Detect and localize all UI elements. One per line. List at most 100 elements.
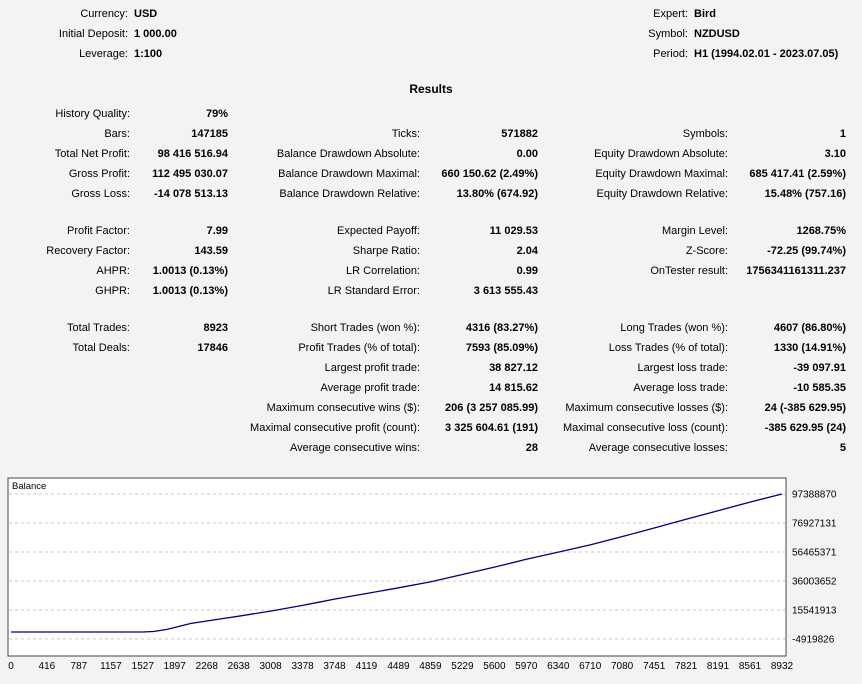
stat-label: Maximal consecutive loss (count): bbox=[562, 422, 728, 434]
stat-value bbox=[130, 398, 228, 418]
stat-row: Largest profit trade: 38 827.12 Largest lo… bbox=[0, 358, 862, 378]
stat-row: Gross Profit: 112 495 030.07 Balance Drawd… bbox=[0, 164, 862, 184]
stat-label: Total Net Profit: bbox=[54, 148, 130, 160]
x-axis-label: 8191 bbox=[707, 661, 730, 672]
stat-label bbox=[0, 378, 130, 398]
stat-label: LR Correlation: bbox=[346, 265, 420, 277]
stat-value: 7.99 bbox=[206, 225, 228, 237]
stat-value bbox=[130, 358, 228, 378]
header-left-label: Currency: bbox=[80, 8, 128, 20]
stat-row: Average consecutive wins: 28 Average conse… bbox=[0, 438, 862, 458]
x-axis-label: 3748 bbox=[323, 661, 346, 672]
stat-spacer bbox=[0, 204, 862, 221]
stat-value: 8923 bbox=[203, 322, 228, 334]
stat-label: Gross Loss: bbox=[71, 188, 130, 200]
stat-label bbox=[0, 438, 130, 458]
stat-label: Balance Drawdown Maximal: bbox=[278, 168, 420, 180]
y-axis-label: 76927131 bbox=[792, 519, 837, 530]
stat-row: Maximum consecutive wins ($): 206 (3 257 … bbox=[0, 398, 862, 418]
stat-row: History Quality: 79% bbox=[0, 104, 862, 124]
stat-label: Recovery Factor: bbox=[46, 245, 130, 257]
stat-label: LR Standard Error: bbox=[327, 285, 420, 297]
stat-value: 147185 bbox=[191, 128, 228, 140]
stat-value bbox=[130, 438, 228, 458]
x-axis-label: 4119 bbox=[356, 661, 378, 672]
stat-value: 1 bbox=[839, 128, 846, 140]
stat-value: 14 815.62 bbox=[489, 382, 538, 394]
stat-value: 3 325 604.61 (191) bbox=[445, 422, 538, 434]
y-axis-label: 15541913 bbox=[792, 606, 837, 617]
y-axis-label: -4919826 bbox=[792, 635, 835, 646]
x-axis-label: 1897 bbox=[164, 661, 187, 672]
stat-value bbox=[728, 281, 846, 301]
x-axis-label: 0 bbox=[8, 661, 14, 672]
stat-value: 13.80% (674.92) bbox=[456, 188, 538, 200]
stat-label: Largest profit trade: bbox=[324, 362, 420, 374]
header-right-row: Period: H1 (1994.02.01 - 2023.07.05) bbox=[560, 44, 838, 64]
stat-label: Symbols: bbox=[682, 128, 728, 140]
x-axis-label: 6710 bbox=[579, 661, 602, 672]
stat-value bbox=[130, 378, 228, 398]
stat-label: GHPR: bbox=[95, 285, 130, 297]
stat-value: 15.48% (757.16) bbox=[764, 188, 846, 200]
stat-row: Bars: 147185 Ticks: 571882 Symbols: 1 bbox=[0, 124, 862, 144]
stat-label: OnTester result: bbox=[650, 265, 728, 277]
x-axis-label: 2638 bbox=[228, 661, 251, 672]
stat-label: Total Trades: bbox=[67, 322, 130, 334]
header-right-block: Expert: Bird Symbol: NZDUSD Period: H1 (1994.… bbox=[560, 4, 838, 64]
stat-label bbox=[228, 104, 420, 124]
x-axis-label: 5229 bbox=[451, 661, 474, 672]
stat-label: Maximum consecutive losses ($): bbox=[565, 402, 728, 414]
header-right-row: Expert: Bird bbox=[560, 4, 838, 24]
stat-value: 206 (3 257 085.99) bbox=[445, 402, 538, 414]
x-axis-label: 4859 bbox=[419, 661, 442, 672]
stat-row: Gross Loss: -14 078 513.13 Balance Drawdow… bbox=[0, 184, 862, 204]
header-left-value: 1 000.00 bbox=[134, 28, 177, 40]
x-axis-label: 4489 bbox=[387, 661, 410, 672]
x-axis-label: 5600 bbox=[483, 661, 506, 672]
stat-label: Margin Level: bbox=[661, 225, 728, 237]
x-axis-label: 2268 bbox=[196, 661, 219, 672]
header-right-row: Symbol: NZDUSD bbox=[560, 24, 838, 44]
y-axis-label: 36003652 bbox=[792, 577, 837, 588]
header-right-label: Period: bbox=[653, 48, 688, 60]
stat-value: -72.25 (99.74%) bbox=[767, 245, 846, 257]
header-right-value: NZDUSD bbox=[694, 28, 740, 40]
header-right-value: H1 (1994.02.01 - 2023.07.05) bbox=[694, 48, 839, 60]
header-left-value: USD bbox=[134, 8, 158, 20]
x-axis-label: 3008 bbox=[259, 661, 282, 672]
stat-value: 3.10 bbox=[824, 148, 846, 160]
stat-value: 1.0013 (0.13%) bbox=[152, 285, 228, 297]
stat-label: Z-Score: bbox=[685, 245, 728, 257]
stat-value: 3 613 555.43 bbox=[473, 285, 538, 297]
header-left-row: Initial Deposit: 1 000.00 bbox=[0, 24, 177, 44]
stat-value: 4316 (83.27%) bbox=[465, 322, 538, 334]
stat-value: -39 097.91 bbox=[793, 362, 846, 374]
stat-label bbox=[538, 104, 728, 124]
x-axis-label: 7821 bbox=[675, 661, 698, 672]
x-axis-label: 416 bbox=[39, 661, 56, 672]
stat-value: -10 585.35 bbox=[793, 382, 846, 394]
stat-label: Total Deals: bbox=[72, 342, 130, 354]
header-left-value: 1:100 bbox=[134, 48, 163, 60]
header-right-label: Symbol: bbox=[648, 28, 688, 40]
stat-value bbox=[728, 104, 846, 124]
stat-value: 112 495 030.07 bbox=[152, 168, 228, 180]
header-left-row: Leverage: 1:100 bbox=[0, 44, 177, 64]
y-axis-label: 97388870 bbox=[792, 490, 837, 501]
stat-value: 79% bbox=[205, 108, 228, 120]
stat-label: Bars: bbox=[104, 128, 130, 140]
stat-value: 1268.75% bbox=[796, 225, 846, 237]
x-axis-label: 5970 bbox=[515, 661, 538, 672]
stat-label: Balance Drawdown Absolute: bbox=[276, 148, 420, 160]
stat-label: Largest loss trade: bbox=[637, 362, 729, 374]
header-left-label: Leverage: bbox=[79, 48, 128, 60]
stat-label: Average profit trade: bbox=[320, 382, 420, 394]
stat-label: Average consecutive wins: bbox=[289, 442, 420, 454]
stat-value: 685 417.41 (2.59%) bbox=[749, 168, 846, 180]
stat-label: Long Trades (won %): bbox=[620, 322, 728, 334]
header-left-row: Currency: USD bbox=[0, 4, 177, 24]
stat-label: Expected Payoff: bbox=[337, 225, 420, 237]
stat-value: 0.99 bbox=[516, 265, 538, 277]
stat-row: Recovery Factor: 143.59 Sharpe Ratio: 2.04 Z… bbox=[0, 241, 862, 261]
